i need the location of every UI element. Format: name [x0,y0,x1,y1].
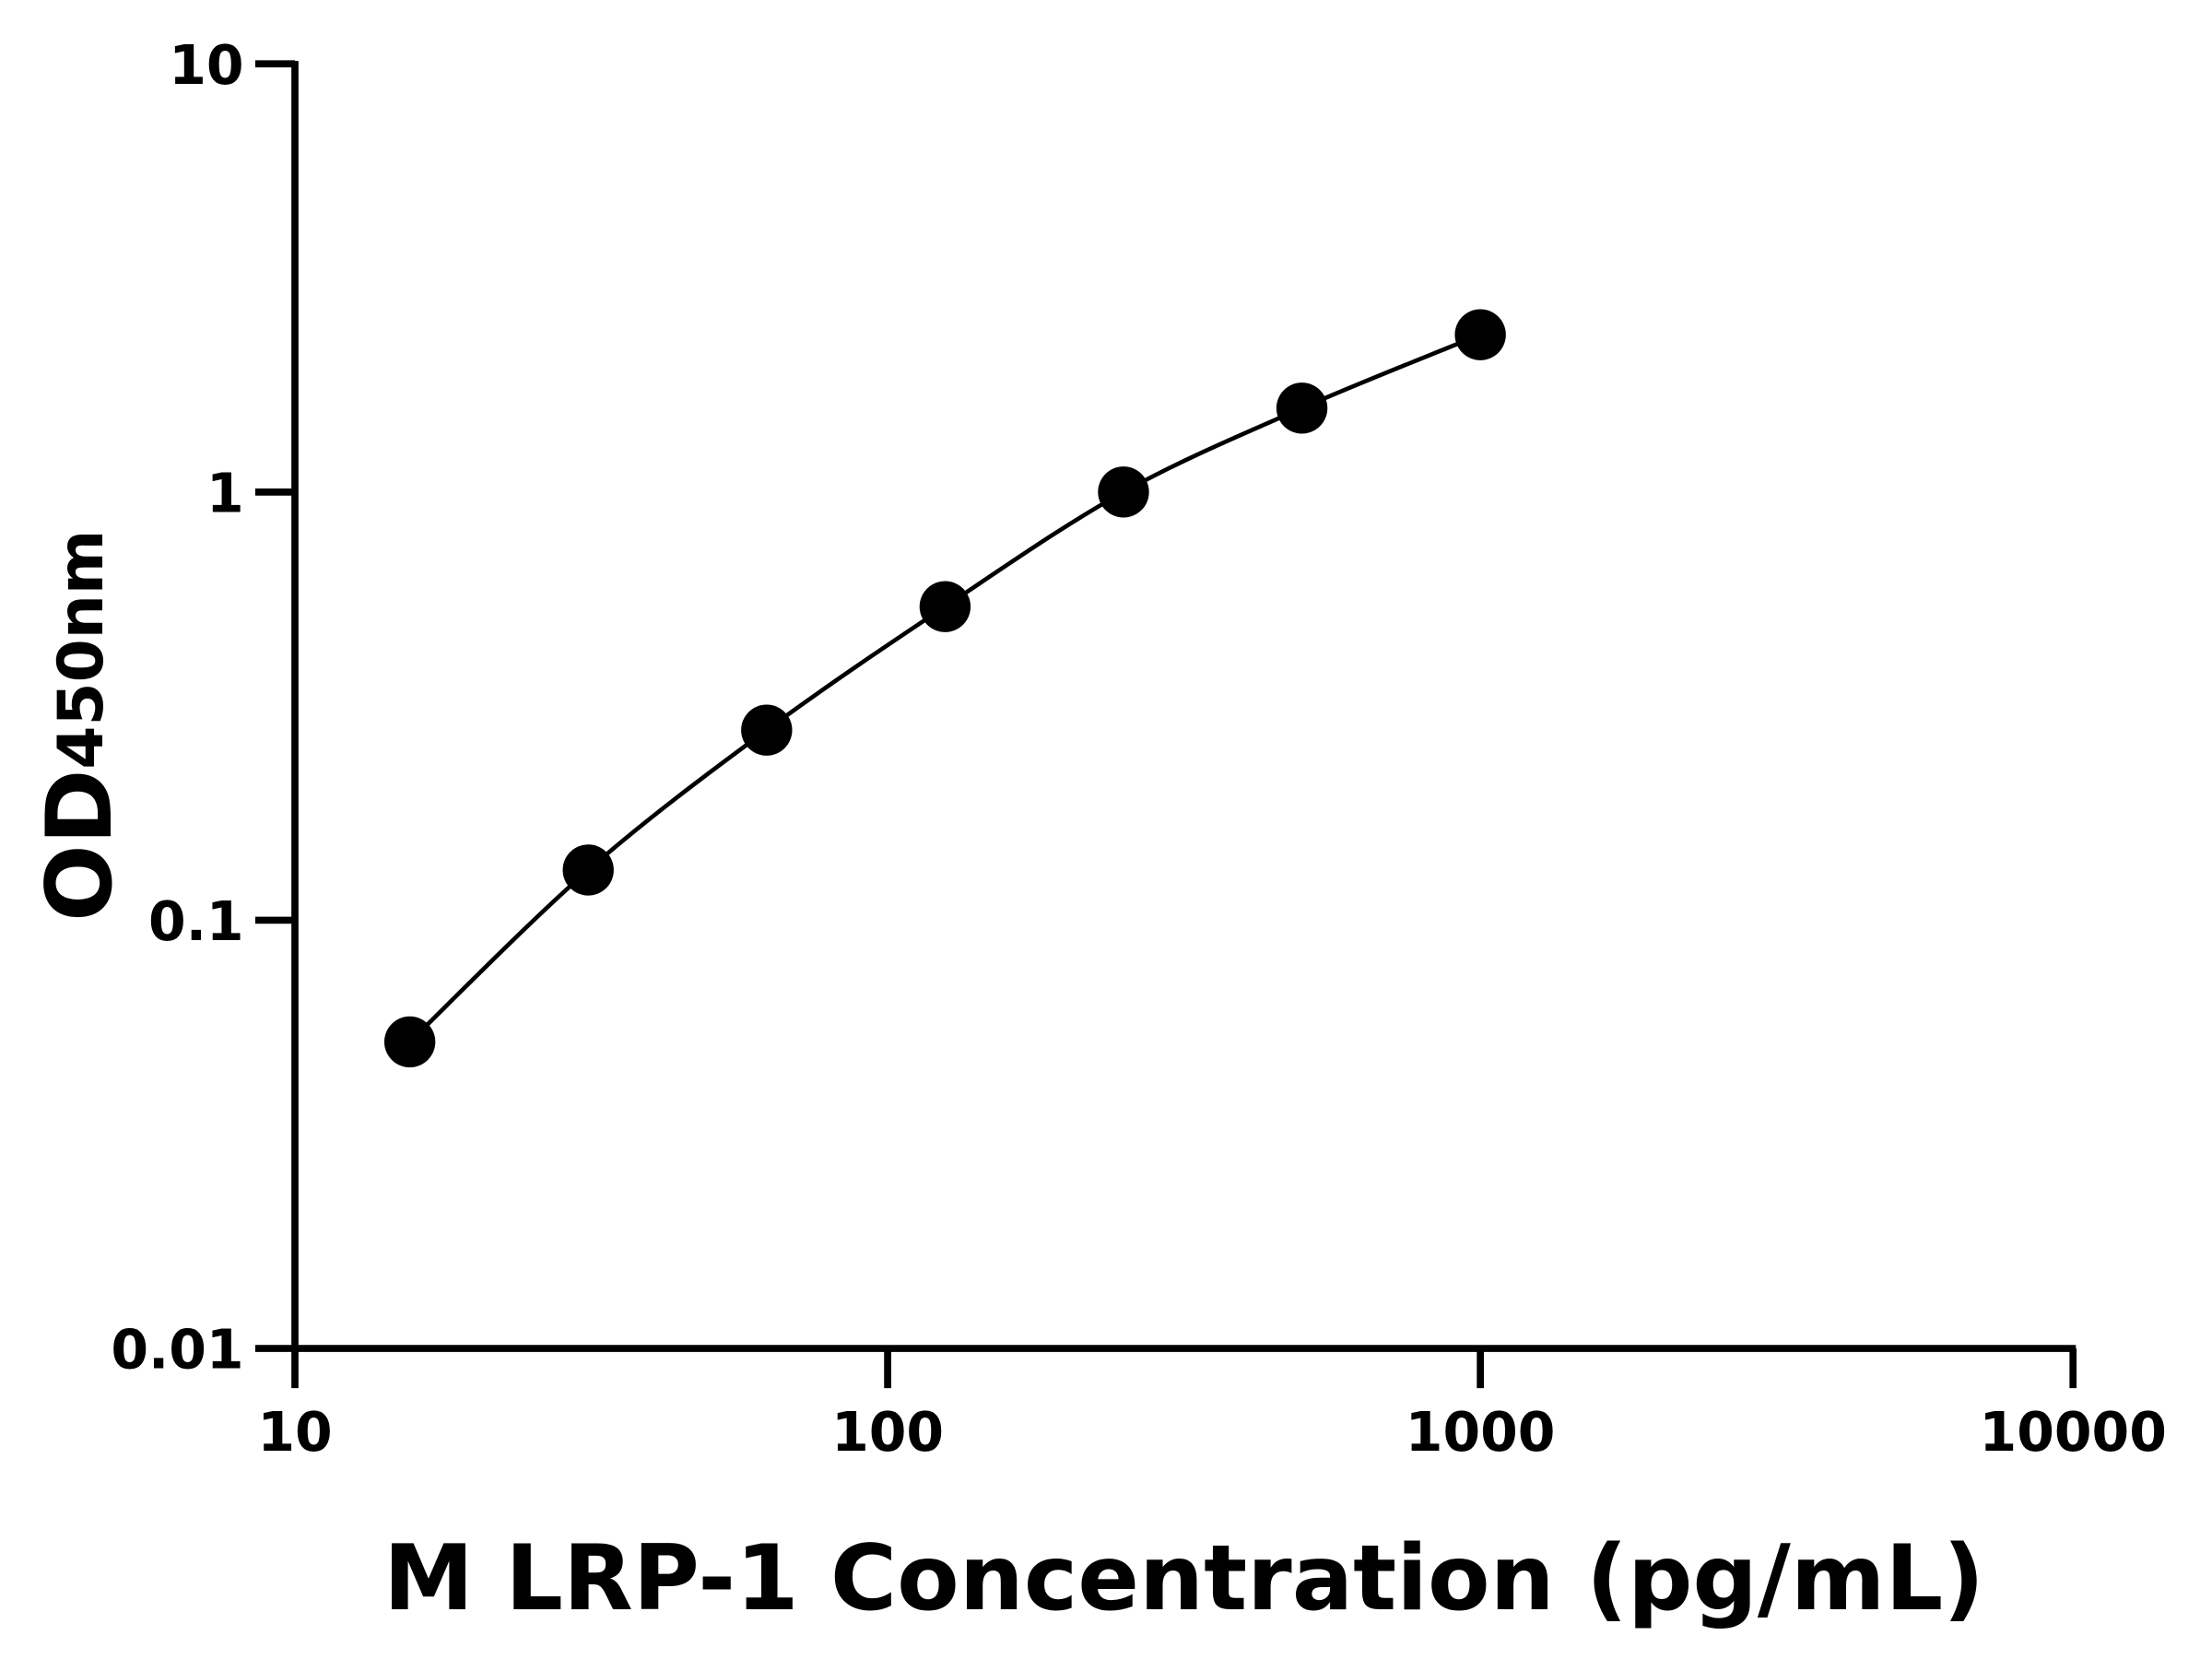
y-tick-label: 1 [206,462,244,524]
data-point [1454,309,1506,360]
data-point [1276,382,1328,434]
y-axis-label-main: OD [28,770,133,922]
data-point [741,704,793,756]
fit-curve [408,333,1482,1044]
data-point [383,1016,436,1068]
x-tick-label: 10000 [1980,1401,2167,1464]
data-point [1098,466,1149,518]
y-axis-label: OD450nm [28,530,133,922]
data-point [562,844,614,896]
svg-text:OD450nm: OD450nm [28,530,133,922]
data-point [919,581,971,632]
axes: 10 100 1000 10000 0.01 0.1 1 10 [111,34,2167,1464]
y-tick-label: 0.1 [148,890,244,953]
x-tick-label: 10 [257,1401,332,1464]
x-axis-label: M LRP-1 Concentration (pg/mL) [383,1526,1984,1631]
data-points [383,309,1506,1068]
x-tick-label: 100 [831,1401,944,1464]
y-tick-label: 0.01 [111,1319,243,1382]
y-axis-label-sub: 450nm [44,530,117,770]
x-tick-label: 1000 [1406,1401,1556,1464]
y-tick-label: 10 [169,34,243,97]
